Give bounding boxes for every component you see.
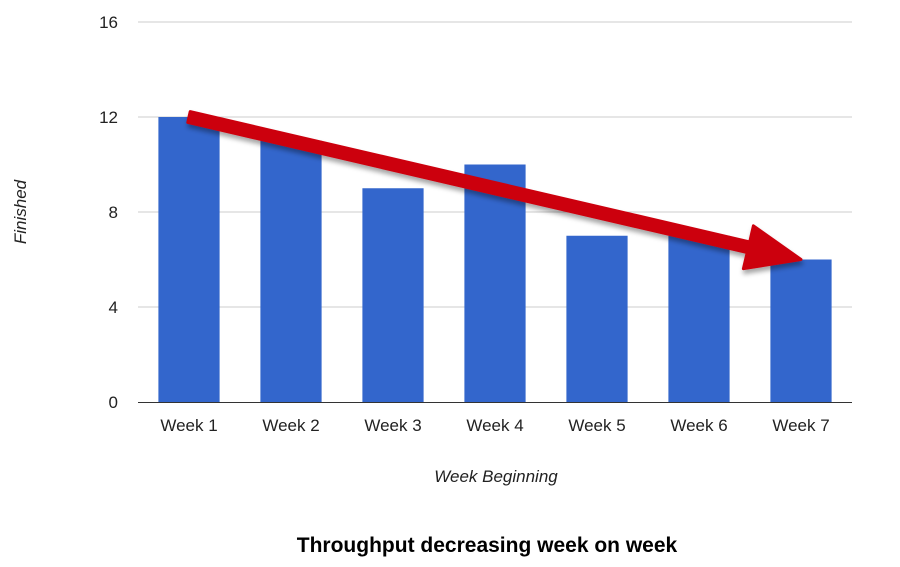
- y-tick-label: 0: [109, 393, 118, 412]
- y-axis-ticks: 0 4 8 12 16: [99, 13, 118, 412]
- x-tick-label: Week 2: [262, 416, 319, 435]
- trend-arrow: [186, 110, 803, 271]
- chart-title: Throughput decreasing week on week: [297, 534, 678, 557]
- x-tick-label: Week 3: [364, 416, 421, 435]
- y-tick-label: 8: [109, 203, 118, 222]
- bar-week-2: [260, 140, 322, 402]
- bar-week-7: [770, 259, 832, 402]
- bar-week-6: [668, 235, 730, 402]
- x-tick-label: Week 4: [466, 416, 523, 435]
- bar-week-5: [566, 235, 628, 402]
- x-axis-title: Week Beginning: [434, 467, 558, 486]
- x-tick-label: Week 1: [160, 416, 217, 435]
- x-tick-label: Week 6: [670, 416, 727, 435]
- x-tick-label: Week 7: [772, 416, 829, 435]
- trend-arrow-shape: [186, 110, 803, 271]
- y-axis-title: Finished: [11, 179, 30, 244]
- bars: [158, 117, 832, 402]
- bar-week-4: [464, 164, 526, 402]
- y-tick-label: 16: [99, 13, 118, 32]
- x-axis-ticks: Week 1 Week 2 Week 3 Week 4 Week 5 Week 6 Week…: [160, 416, 829, 435]
- bar-week-3: [362, 188, 424, 402]
- bar-week-1: [158, 117, 220, 402]
- y-tick-label: 4: [109, 298, 118, 317]
- x-tick-label: Week 5: [568, 416, 625, 435]
- y-tick-label: 12: [99, 108, 118, 127]
